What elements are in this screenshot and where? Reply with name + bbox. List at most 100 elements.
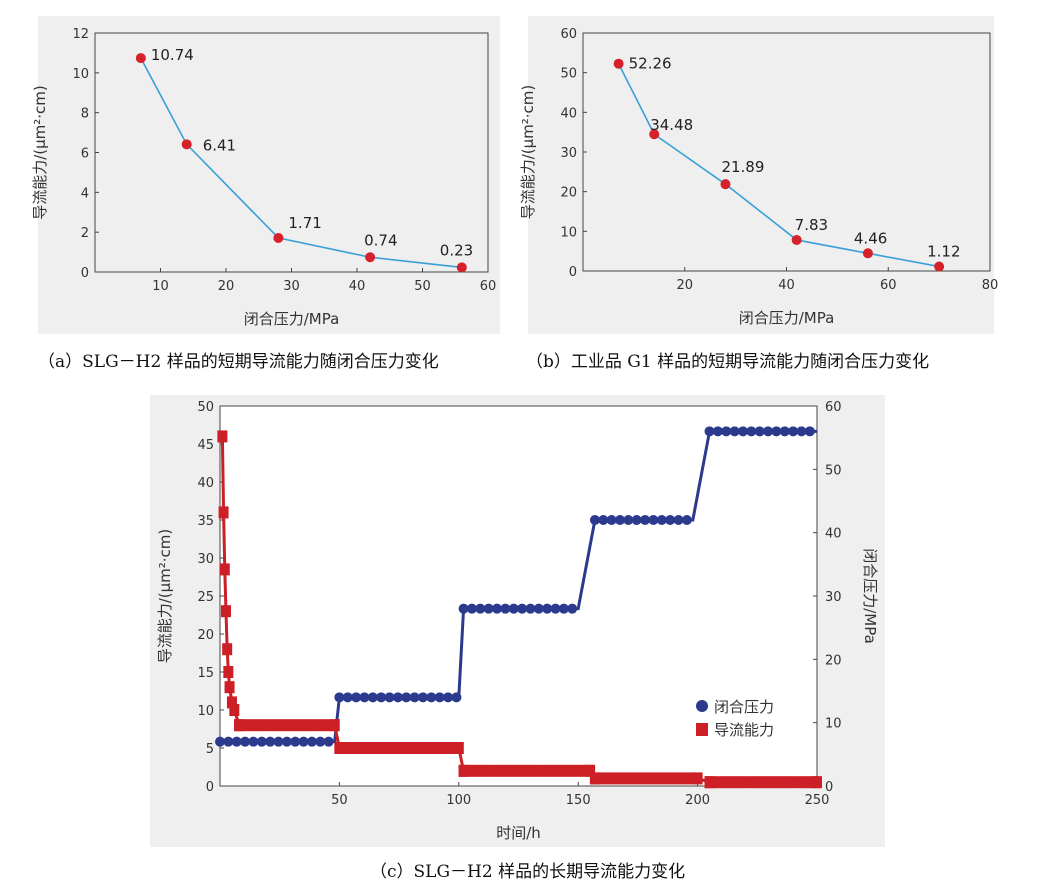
conductivity-point [790,776,801,789]
conductivity-point [219,563,230,576]
pressure-point [342,692,353,703]
conductivity-point [637,772,648,785]
pressure-point [623,515,634,525]
conductivity-point [226,696,237,709]
conductivity-point [449,742,460,754]
pressure-point [256,736,267,747]
conductivity-point [382,742,393,754]
y2-tick-label: 60 [825,400,842,415]
pressure-point [525,603,536,614]
conductivity-point [334,742,345,754]
y2-tick-label: 30 [825,590,842,605]
y-tick-label: 4 [81,186,89,201]
conductivity-point [563,764,574,777]
conductivity-point [647,772,658,785]
legend-label-conductivity: 导流能力 [714,721,774,739]
conductivity-point [223,666,234,678]
pressure-point [434,692,445,703]
x-axis-title: 时间/h [496,824,541,842]
conductivity-point [291,719,302,732]
y2-tick-label: 50 [825,463,842,478]
pressure-point [754,426,765,437]
x-tick-label: 20 [218,279,235,294]
pressure-point [401,692,412,703]
plot-frame-a [94,32,489,273]
conductivity-point [714,776,725,789]
conductivity-point [780,776,791,789]
y-tick-label: 30 [197,552,214,567]
data-point [934,261,945,272]
conductivity-point [429,742,440,754]
x-tick-label: 10 [152,279,169,294]
x-tick-label: 40 [778,278,795,293]
data-point [791,234,802,245]
conductivity-point [343,742,354,754]
conductivity-point [666,772,677,785]
y-tick-label: 10 [197,704,214,719]
pressure-point [804,426,815,437]
y-tick-label: 10 [72,67,89,82]
y2-tick-label: 20 [825,653,842,668]
y-tick-label: 50 [197,400,214,415]
y-tick-label: 15 [197,666,214,681]
conductivity-point [300,719,311,732]
pressure-point [409,692,420,703]
y-tick-label: 40 [560,106,577,121]
data-point [649,129,660,140]
chart-a-panel [38,16,500,334]
x-tick-label: 20 [676,278,693,293]
conductivity-point [310,719,321,732]
pressure-point [306,736,317,747]
pressure-point [392,692,403,703]
y-tick-label: 6 [81,147,89,162]
conductivity-point [628,772,639,785]
caption-c: （c）SLG－H2 样品的长期导流能力变化 [370,862,686,882]
pressure-point [281,736,292,747]
y-tick-label: 10 [560,225,577,240]
pressure-point [231,736,242,747]
data-point [181,139,192,150]
pressure-point [681,515,692,525]
y-tick-label: 20 [560,186,577,201]
conductivity-point [723,776,734,789]
pressure-point [426,692,437,703]
caption-b: （b）工业品 G1 样品的短期导流能力随闭合压力变化 [526,352,930,372]
pressure-point [712,426,723,437]
conductivity-point [733,776,744,789]
y-tick-label: 25 [197,590,214,605]
legend-marker-pressure [696,700,708,712]
conductivity-point [525,764,536,777]
pressure-point [704,426,715,437]
pressure-point [223,736,234,747]
conductivity-point [477,764,488,777]
x-tick-label: 80 [982,278,999,293]
conductivity-point [515,764,526,777]
data-label: 52.26 [629,55,672,73]
pressure-point [771,426,782,437]
pressure-point [567,603,578,614]
pressure-point [334,692,345,703]
pressure-point [558,603,569,614]
pressure-point [475,603,486,614]
pressure-point [265,736,276,747]
pressure-point [788,426,799,437]
y2-tick-label: 0 [825,780,833,795]
x-tick-label: 60 [880,278,897,293]
conductivity-point [589,772,600,785]
conductivity-point [809,776,820,789]
data-point [273,232,284,243]
pressure-point [729,426,740,437]
pressure-point [451,692,462,703]
conductivity-point [329,719,340,732]
conductivity-point [391,742,402,754]
data-point [135,53,146,64]
data-label: 1.12 [927,243,960,261]
pressure-point [763,426,774,437]
y2-axis-title: 闭合压力/MPa [861,548,879,644]
data-label: 0.23 [440,241,473,259]
pressure-point [796,426,807,437]
legend-label-pressure: 闭合压力 [714,698,774,716]
pressure-point [721,426,732,437]
pressure-point [315,736,326,747]
pressure-point [273,736,284,747]
